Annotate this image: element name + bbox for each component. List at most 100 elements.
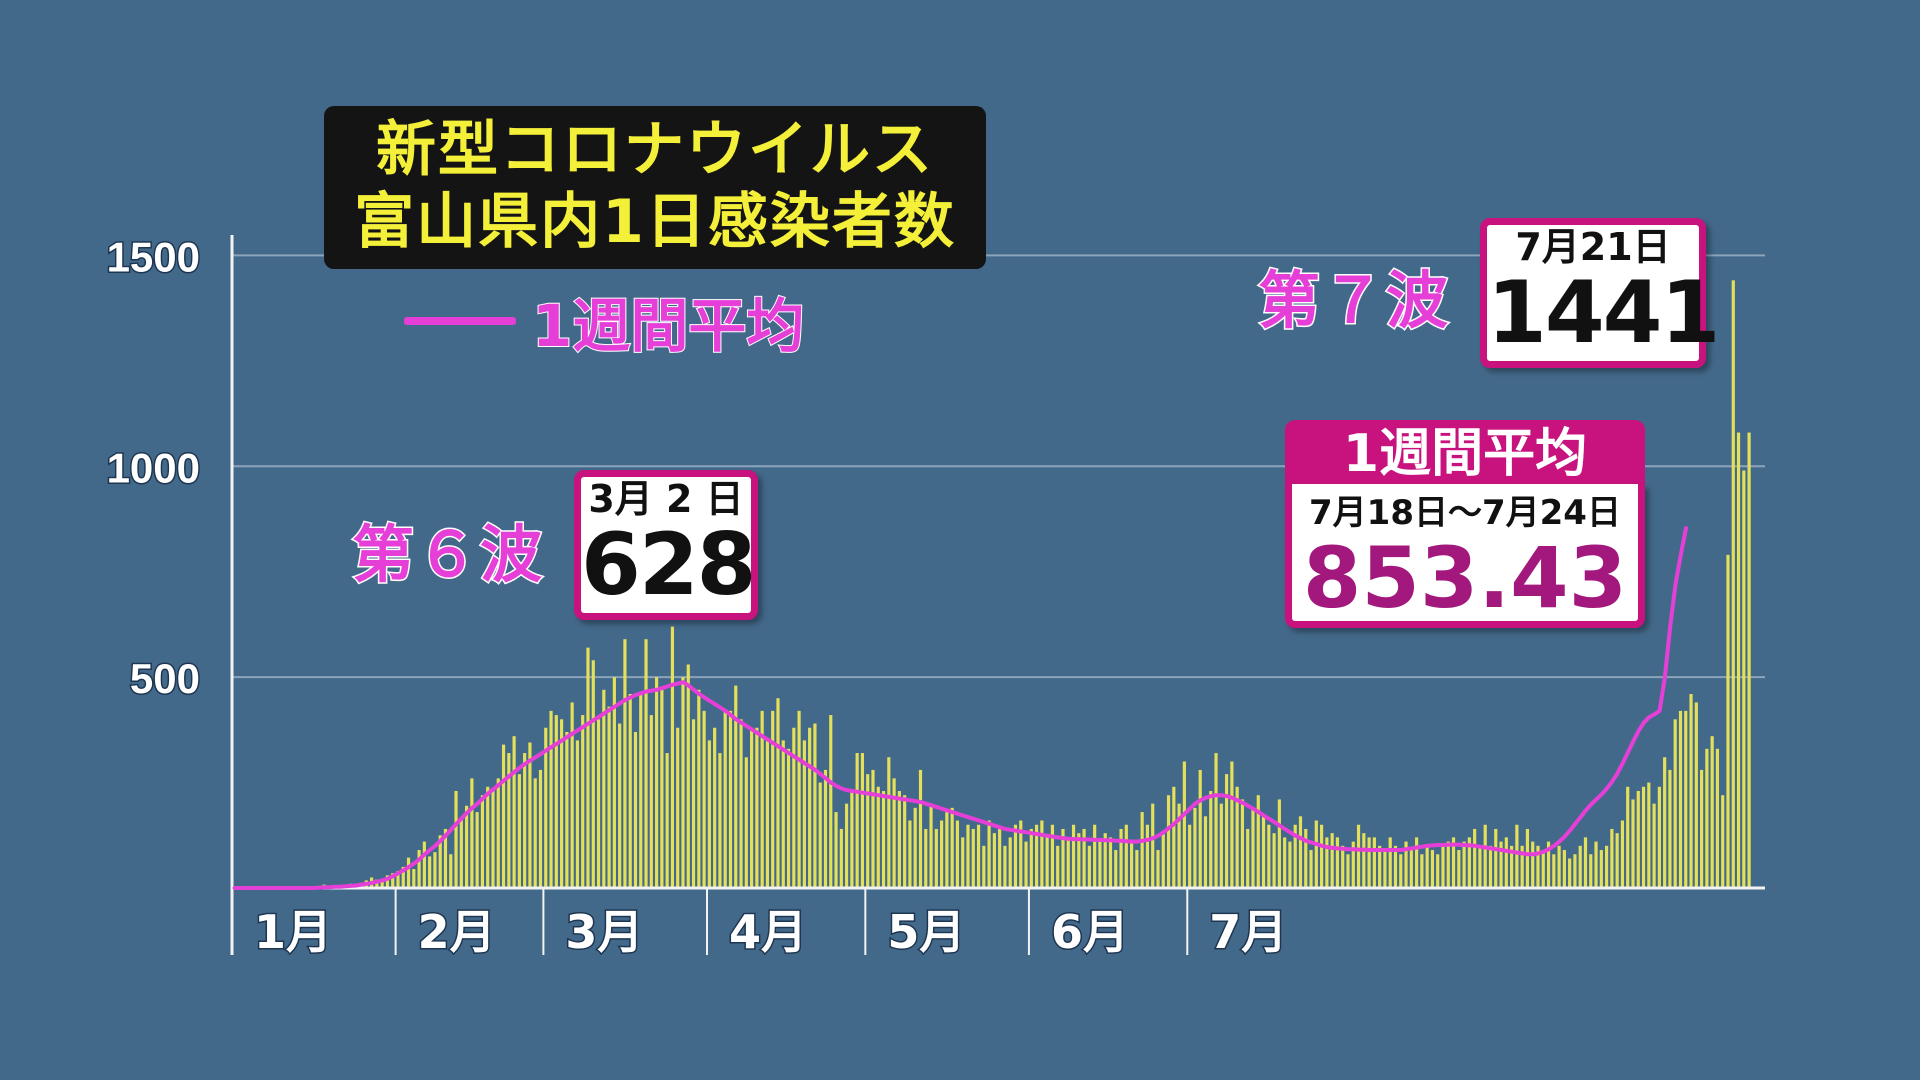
bar-day-201 <box>1288 841 1292 888</box>
bar-day-190 <box>1230 761 1234 888</box>
bar-day-61 <box>549 710 553 888</box>
bar-day-165 <box>1098 841 1102 888</box>
bar-day-240 <box>1494 828 1498 888</box>
bar-day-148 <box>1008 837 1012 888</box>
bar-day-63 <box>560 719 564 888</box>
bar-day-33 <box>401 866 405 888</box>
bar-day-128 <box>903 795 907 888</box>
bar-day-58 <box>533 778 537 888</box>
bar-day-283 <box>1721 795 1725 888</box>
bar-day-265 <box>1626 786 1630 888</box>
bar-day-149 <box>1013 824 1018 888</box>
bar-day-170 <box>1124 824 1128 888</box>
bar-day-73 <box>612 677 616 888</box>
bar-day-229 <box>1436 854 1440 888</box>
bar-day-45 <box>465 805 469 888</box>
bar-day-269 <box>1647 782 1651 888</box>
bar-day-204 <box>1304 828 1308 888</box>
bar-day-160 <box>1071 824 1076 888</box>
bar-day-247 <box>1531 841 1535 888</box>
bar-day-57 <box>528 742 532 888</box>
bar-day-164 <box>1093 824 1097 888</box>
bar-day-155 <box>1045 837 1049 888</box>
bar-day-185 <box>1203 816 1208 888</box>
bar-day-108 <box>797 710 801 888</box>
bar-day-241 <box>1499 841 1503 888</box>
bar-day-268 <box>1641 786 1646 888</box>
bar-day-48 <box>480 795 485 888</box>
bar-day-112 <box>818 782 822 888</box>
bar-day-177 <box>1161 833 1165 888</box>
bar-day-103 <box>771 710 775 888</box>
bar-day-249 <box>1541 850 1545 888</box>
bar-day-96 <box>734 685 738 888</box>
bar-day-88 <box>691 719 696 888</box>
bar-day-166 <box>1103 833 1107 888</box>
bar-day-99 <box>750 727 754 888</box>
bar-day-52 <box>501 744 506 888</box>
bar-day-62 <box>554 715 558 888</box>
bar-day-59 <box>538 769 543 888</box>
wave7-peak-value: 1441 <box>1487 263 1720 363</box>
wave7-peak-box: 7月21日 1441 <box>1480 218 1720 368</box>
bar-day-97 <box>739 719 743 888</box>
bar-day-248 <box>1536 845 1540 888</box>
bar-day-192 <box>1240 799 1245 888</box>
bar-day-78 <box>639 694 643 888</box>
bar-day-152 <box>1029 828 1033 888</box>
bar-day-288 <box>1747 432 1751 888</box>
bar-day-237 <box>1478 845 1482 888</box>
bar-day-60 <box>544 727 548 888</box>
bar-day-231 <box>1446 841 1450 888</box>
wave6-peak-value: 628 <box>581 515 757 615</box>
bar-day-274 <box>1673 719 1677 888</box>
bar-day-238 <box>1483 824 1487 888</box>
bar-day-246 <box>1525 828 1530 888</box>
bar-day-279 <box>1700 769 1704 888</box>
bar-day-285 <box>1731 280 1735 889</box>
bar-day-186 <box>1209 791 1213 888</box>
bar-day-138 <box>955 820 960 888</box>
bar-day-223 <box>1404 841 1408 888</box>
x-tick-label-2: 2月 <box>418 905 496 959</box>
bar-day-280 <box>1705 748 1709 888</box>
bar-day-140 <box>966 824 970 888</box>
bar-day-154 <box>1040 820 1044 888</box>
bar-day-43 <box>454 791 458 888</box>
bar-day-151 <box>1024 841 1028 888</box>
weekly-average-range: 7月18日～7月24日 <box>1309 493 1621 533</box>
bar-day-225 <box>1415 837 1419 888</box>
bar-day-153 <box>1035 824 1039 888</box>
bar-day-109 <box>802 740 806 888</box>
bar-day-172 <box>1135 850 1139 888</box>
chart-title: 新型コロナウイルス 富山県内1日感染者数 <box>324 106 986 269</box>
bar-day-244 <box>1515 824 1519 888</box>
bar-day-114 <box>829 715 833 888</box>
bar-day-143 <box>982 845 986 888</box>
bar-day-137 <box>950 807 954 888</box>
bar-day-183 <box>1193 807 1197 888</box>
bar-day-74 <box>618 723 622 888</box>
bar-day-55 <box>517 774 521 888</box>
bar-day-267 <box>1636 791 1640 888</box>
bar-day-219 <box>1383 850 1387 888</box>
wave7-peak-date: 7月21日 <box>1515 225 1671 269</box>
bar-day-263 <box>1615 833 1619 888</box>
bar-day-44 <box>459 818 463 888</box>
bar-day-76 <box>628 694 632 888</box>
bar-day-250 <box>1546 841 1551 888</box>
bar-day-184 <box>1198 769 1202 888</box>
bar-day-178 <box>1166 795 1171 888</box>
bar-day-264 <box>1620 820 1625 888</box>
bar-day-167 <box>1108 837 1113 888</box>
bar-day-251 <box>1552 854 1556 888</box>
bar-day-30 <box>385 875 390 888</box>
bar-day-287 <box>1742 470 1746 888</box>
x-tick-label-7: 7月 <box>1209 905 1287 959</box>
bar-day-230 <box>1441 845 1445 888</box>
bar-day-261 <box>1605 845 1609 888</box>
bar-day-56 <box>523 753 527 888</box>
bar-day-49 <box>486 786 490 888</box>
weekly-average-value: 853.43 <box>1302 529 1628 627</box>
bar-day-175 <box>1151 803 1155 888</box>
